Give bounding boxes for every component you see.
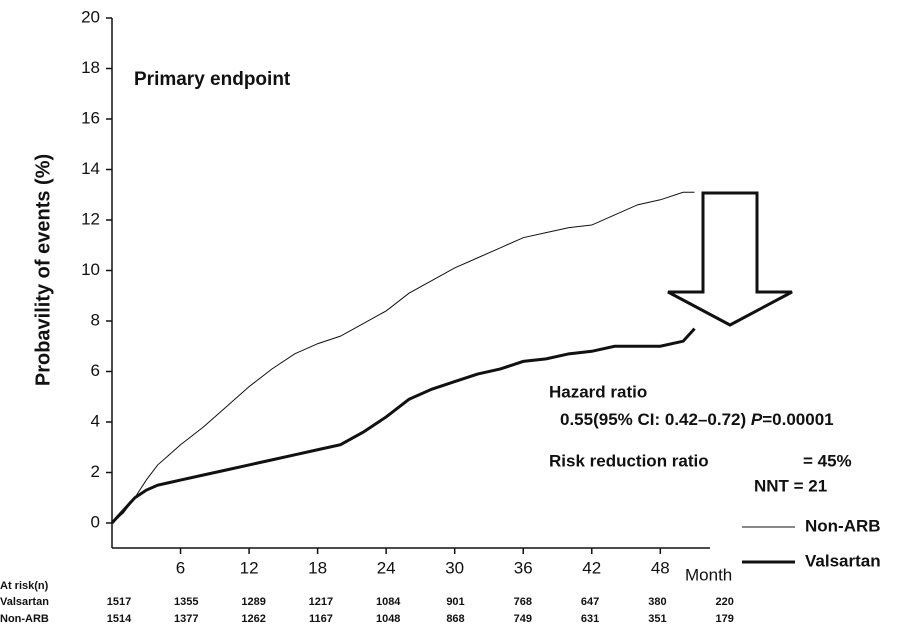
- annotation: Risk reduction ratio: [549, 451, 709, 470]
- x-tick-label: 36: [514, 558, 533, 577]
- y-tick-label: 18: [81, 58, 100, 77]
- at-risk-count: 749: [514, 613, 532, 625]
- x-tick-label: 18: [308, 558, 327, 577]
- at-risk-row-name: Valsartan: [0, 596, 49, 608]
- at-risk-count: 220: [716, 596, 734, 608]
- y-tick-label: 20: [81, 7, 100, 26]
- series-line: [111, 191, 695, 524]
- at-risk-count: 1084: [376, 596, 401, 608]
- y-tick-label: 12: [81, 209, 100, 228]
- at-risk-count: 1517: [107, 596, 131, 608]
- annotation: 0.55(95% CI: 0.42–0.72): [560, 410, 746, 429]
- at-risk-count: 380: [648, 596, 666, 608]
- at-risk-count: 1262: [241, 613, 265, 625]
- x-tick-label: 42: [582, 558, 601, 577]
- x-tick-label: 12: [240, 558, 259, 577]
- at-risk-count: 351: [648, 613, 666, 625]
- at-risk-row-name: Non-ARB: [0, 613, 49, 625]
- at-risk-label: At risk(n): [0, 580, 49, 592]
- y-tick-label: 0: [91, 512, 100, 531]
- x-tick-label: 6: [176, 558, 185, 577]
- at-risk-count: 179: [716, 613, 734, 625]
- at-risk-count: 1355: [174, 596, 198, 608]
- y-tick-label: 6: [91, 361, 100, 380]
- at-risk-count: 868: [446, 613, 464, 625]
- y-axis-label: Probavility of events (%): [32, 154, 54, 386]
- at-risk-count: 1167: [309, 613, 333, 625]
- chart-title: Primary endpoint: [134, 69, 291, 90]
- at-risk-count: 631: [581, 613, 599, 625]
- legend-label: Valsartan: [805, 551, 881, 570]
- at-risk-count: 768: [514, 596, 532, 608]
- y-tick-label: 4: [91, 411, 100, 430]
- annotation: 0.55(95% CI: 0.42–0.72) P=0.00001: [560, 410, 834, 429]
- annotation: = 45%: [803, 451, 852, 470]
- y-tick-label: 14: [81, 159, 100, 178]
- annotation: P: [751, 410, 763, 429]
- annotation: =0.00001: [762, 410, 833, 429]
- series-line: [110, 327, 696, 525]
- at-risk-count: 1514: [107, 613, 132, 625]
- y-tick-label: 10: [81, 260, 100, 279]
- x-tick-label: 48: [651, 558, 670, 577]
- at-risk-count: 901: [446, 596, 464, 608]
- at-risk-count: 1217: [309, 596, 333, 608]
- y-tick-label: 2: [91, 462, 100, 481]
- at-risk-count: 647: [581, 596, 599, 608]
- at-risk-count: 1289: [241, 596, 265, 608]
- x-tick-label: 30: [445, 558, 464, 577]
- y-tick-label: 16: [81, 108, 100, 127]
- at-risk-count: 1377: [174, 613, 198, 625]
- x-tick-label: 24: [377, 558, 396, 577]
- annotation: NNT = 21: [754, 476, 827, 495]
- x-axis-label: Month: [685, 565, 732, 584]
- annotation: Hazard ratio: [549, 382, 647, 401]
- arrow: [667, 191, 793, 327]
- at-risk-count: 1048: [376, 613, 400, 625]
- y-tick-label: 8: [91, 310, 100, 329]
- legend-label: Non-ARB: [805, 516, 881, 535]
